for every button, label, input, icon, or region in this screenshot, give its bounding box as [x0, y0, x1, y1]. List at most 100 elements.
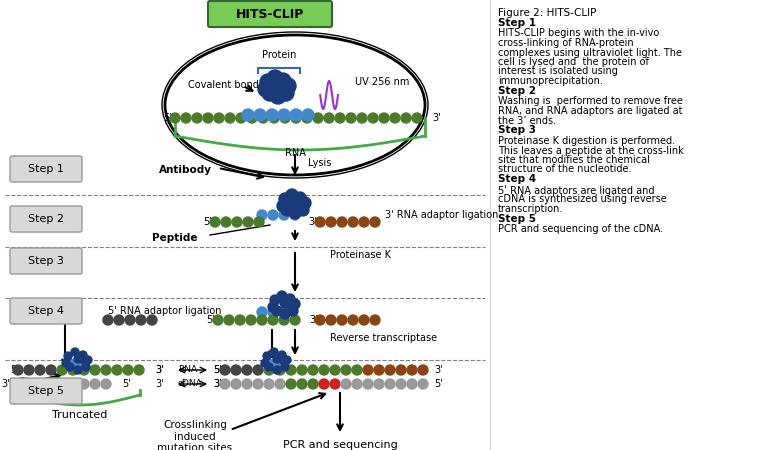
- Circle shape: [348, 315, 358, 325]
- Text: Covalent bond: Covalent bond: [188, 80, 259, 90]
- Text: RNA: RNA: [284, 148, 306, 158]
- Text: 3': 3': [309, 315, 318, 325]
- Circle shape: [281, 363, 289, 371]
- Circle shape: [242, 365, 252, 375]
- Circle shape: [297, 379, 307, 389]
- Text: Step 2: Step 2: [28, 214, 64, 224]
- Circle shape: [348, 217, 358, 227]
- Circle shape: [65, 359, 75, 369]
- Circle shape: [210, 217, 220, 227]
- Circle shape: [407, 379, 417, 389]
- Text: Proteinase K digestion is performed.: Proteinase K digestion is performed.: [498, 136, 675, 146]
- Circle shape: [281, 204, 293, 216]
- FancyBboxPatch shape: [10, 378, 82, 404]
- FancyBboxPatch shape: [208, 1, 332, 27]
- Text: Lysis: Lysis: [308, 158, 331, 168]
- Circle shape: [214, 113, 224, 123]
- Circle shape: [220, 379, 230, 389]
- Circle shape: [74, 355, 82, 363]
- Text: 3': 3': [2, 379, 10, 389]
- Circle shape: [280, 298, 290, 308]
- Circle shape: [315, 217, 325, 227]
- Circle shape: [341, 379, 351, 389]
- Circle shape: [268, 315, 278, 325]
- Text: site that modifies the chemical: site that modifies the chemical: [498, 155, 650, 165]
- Circle shape: [46, 365, 56, 375]
- Circle shape: [290, 109, 302, 121]
- Text: Peptide: Peptide: [152, 233, 198, 243]
- Text: 3' RNA adaptor ligation: 3' RNA adaptor ligation: [385, 210, 499, 220]
- Circle shape: [280, 78, 296, 94]
- Text: 5': 5': [206, 315, 215, 325]
- Circle shape: [374, 365, 384, 375]
- Circle shape: [302, 113, 312, 123]
- Circle shape: [268, 307, 278, 317]
- Circle shape: [71, 348, 79, 356]
- Circle shape: [35, 365, 45, 375]
- Circle shape: [257, 210, 267, 220]
- Circle shape: [246, 315, 256, 325]
- Text: Step 5: Step 5: [28, 386, 64, 396]
- Circle shape: [90, 365, 100, 375]
- Circle shape: [257, 307, 267, 317]
- Text: 5': 5': [163, 113, 172, 123]
- Circle shape: [13, 365, 23, 375]
- Circle shape: [324, 113, 334, 123]
- Circle shape: [286, 365, 296, 375]
- Circle shape: [270, 88, 286, 104]
- Circle shape: [260, 74, 276, 90]
- Text: Washing is  performed to remove free: Washing is performed to remove free: [498, 96, 683, 107]
- Circle shape: [363, 365, 373, 375]
- Circle shape: [68, 365, 78, 375]
- Text: Proteinase K: Proteinase K: [330, 250, 391, 260]
- Circle shape: [254, 109, 266, 121]
- Circle shape: [275, 379, 285, 389]
- Circle shape: [68, 379, 78, 389]
- Circle shape: [242, 109, 254, 121]
- Circle shape: [13, 379, 23, 389]
- Circle shape: [181, 113, 191, 123]
- Circle shape: [352, 379, 362, 389]
- Text: UV 256 nm: UV 256 nm: [355, 77, 410, 87]
- Circle shape: [123, 365, 133, 375]
- Circle shape: [412, 113, 422, 123]
- Circle shape: [279, 307, 289, 317]
- Circle shape: [277, 291, 287, 301]
- Text: Truncated: Truncated: [52, 410, 108, 420]
- Text: 5': 5': [122, 379, 131, 389]
- Circle shape: [253, 365, 263, 375]
- Circle shape: [243, 217, 253, 227]
- Circle shape: [225, 113, 235, 123]
- Circle shape: [79, 351, 87, 359]
- Circle shape: [263, 352, 271, 360]
- Text: 3': 3': [432, 113, 441, 123]
- Circle shape: [359, 315, 369, 325]
- Circle shape: [79, 365, 89, 375]
- Circle shape: [213, 315, 223, 325]
- Text: Step 4: Step 4: [498, 174, 536, 184]
- Circle shape: [385, 365, 395, 375]
- Circle shape: [286, 379, 296, 389]
- Circle shape: [337, 315, 347, 325]
- Circle shape: [379, 113, 389, 123]
- Text: Step 2: Step 2: [498, 86, 536, 95]
- Circle shape: [396, 365, 406, 375]
- Circle shape: [286, 299, 296, 309]
- Circle shape: [270, 295, 280, 305]
- FancyBboxPatch shape: [10, 248, 82, 274]
- Circle shape: [370, 315, 380, 325]
- FancyBboxPatch shape: [10, 298, 82, 324]
- Circle shape: [247, 113, 257, 123]
- Circle shape: [273, 366, 281, 374]
- Circle shape: [221, 217, 231, 227]
- Circle shape: [280, 309, 290, 319]
- Circle shape: [269, 113, 279, 123]
- FancyBboxPatch shape: [10, 206, 82, 232]
- Circle shape: [337, 217, 347, 227]
- Circle shape: [326, 315, 336, 325]
- Circle shape: [390, 113, 400, 123]
- Circle shape: [267, 70, 283, 86]
- Text: 5': 5': [213, 365, 222, 375]
- Text: the 3’ ends.: the 3’ ends.: [498, 116, 556, 126]
- Text: cell is lysed and  the protein of: cell is lysed and the protein of: [498, 57, 649, 67]
